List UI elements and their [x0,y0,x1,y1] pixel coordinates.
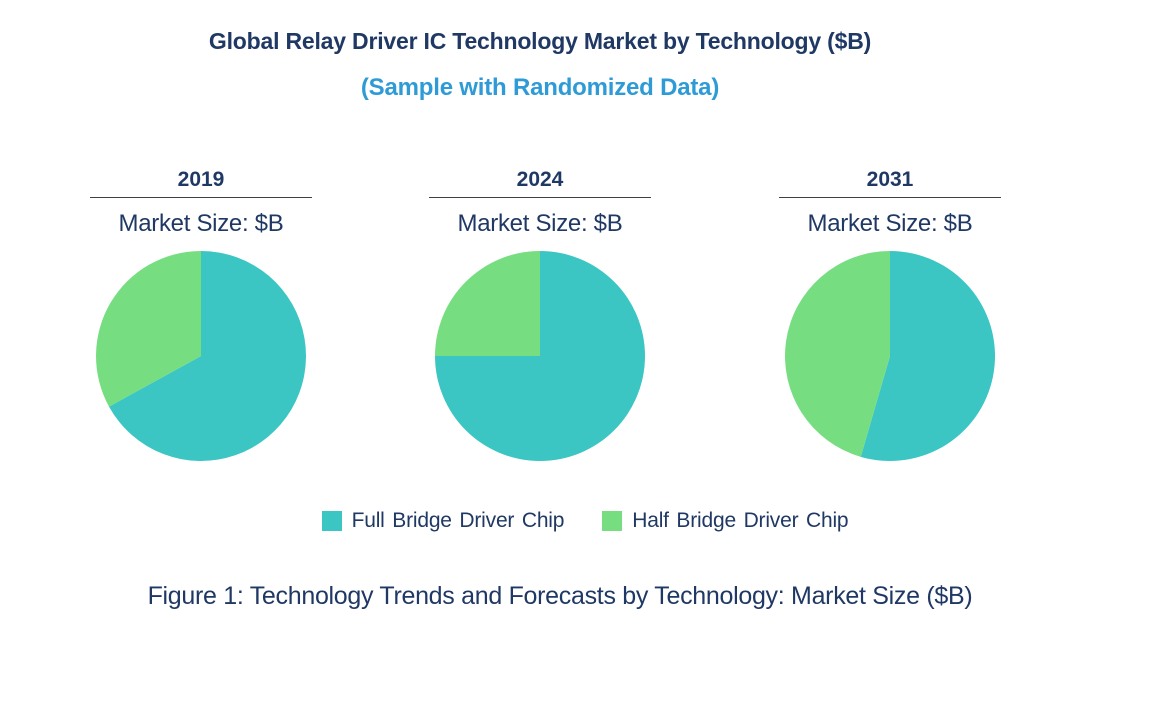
year-label-2031: 2031 [779,167,1001,198]
pie-chart-2019 [96,251,307,461]
year-label-2019: 2019 [90,167,312,198]
legend-swatch-half-bridge-icon [602,511,623,531]
pie-column-2019: 2019 Market Size: $B [90,167,312,462]
legend-item-half-bridge: Half Bridge Driver Chip [602,509,849,533]
chart-title: Global Relay Driver IC Technology Market… [208,28,872,54]
year-label-2024: 2024 [429,167,651,198]
pie-column-2024: 2024 Market Size: $B [429,167,651,462]
legend-swatch-full-bridge-icon [321,511,342,531]
pie-chart-2024 [435,251,645,461]
legend-item-full-bridge: Full Bridge Driver Chip [321,509,565,533]
figure-caption: Figure 1: Technology Trends and Forecast… [147,582,973,610]
legend: Full Bridge Driver Chip Half Bridge Driv… [0,509,1170,533]
market-size-label-2031: Market Size: $B [807,210,973,237]
legend-label-half-bridge: Half Bridge Driver Chip [632,509,849,532]
market-size-label-2019: Market Size: $B [118,210,284,237]
chart-subtitle: (Sample with Randomized Data) [360,74,720,101]
pie-chart-2031 [785,251,996,461]
pie-column-2031: 2031 Market Size: $B [779,167,1001,462]
legend-label-full-bridge: Full Bridge Driver Chip [351,509,565,532]
market-size-label-2024: Market Size: $B [457,210,623,237]
